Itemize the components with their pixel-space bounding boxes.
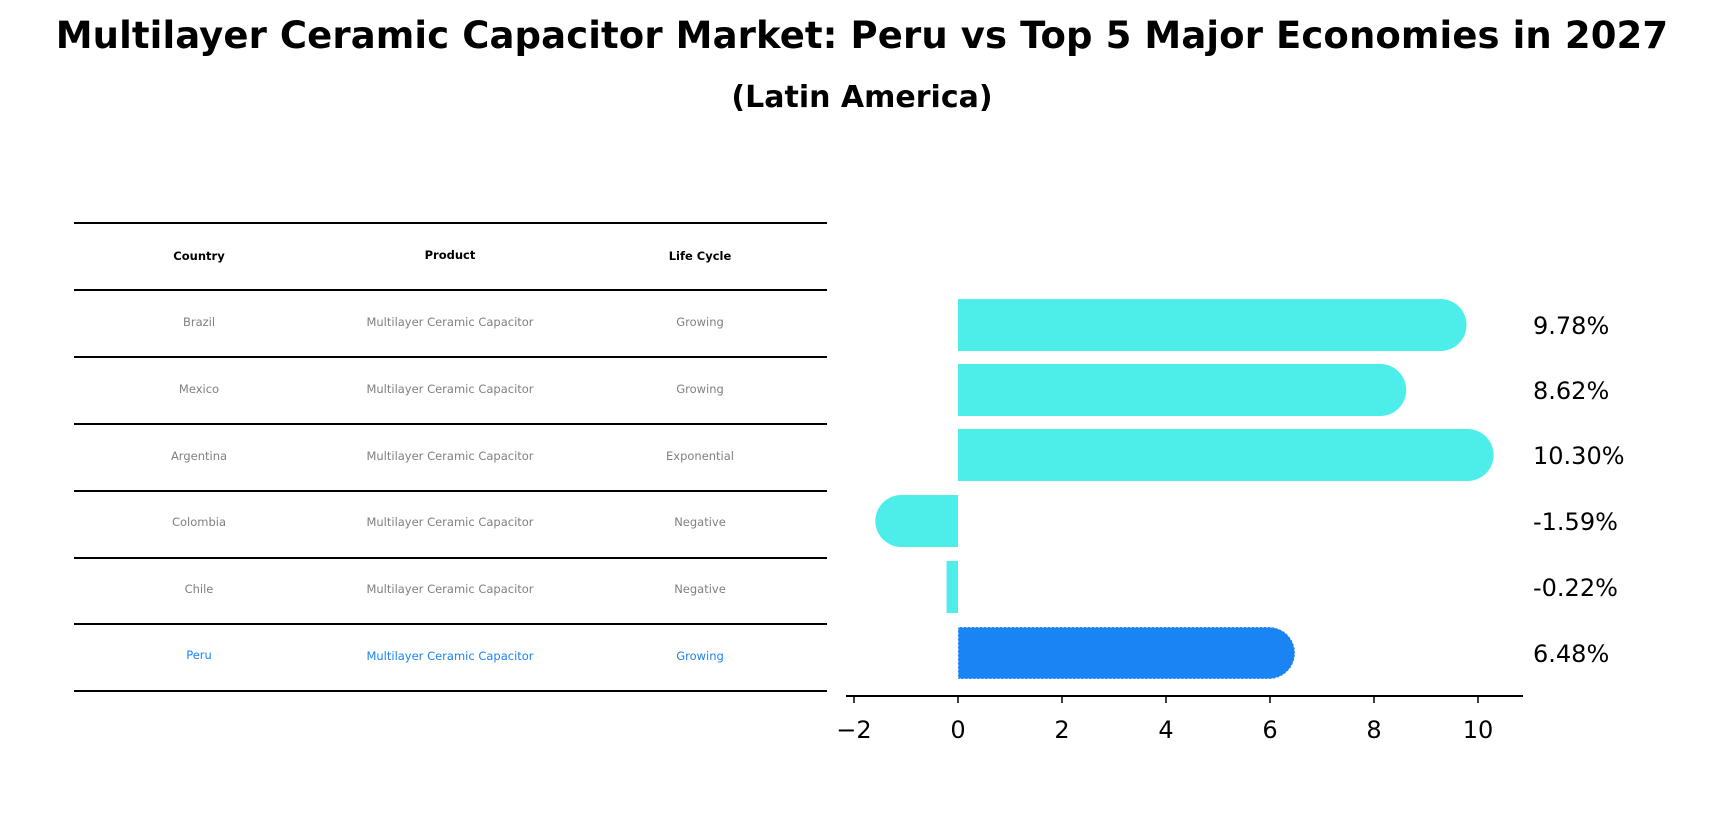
row-country: Chile	[184, 582, 214, 596]
value-label: -0.22%	[1533, 574, 1618, 602]
x-tick-label: 6	[1262, 716, 1277, 744]
row-life-cycle: Growing	[676, 382, 724, 396]
value-label: 9.78%	[1533, 312, 1609, 340]
table-bottom-rule	[74, 690, 827, 692]
table-row-rule	[74, 623, 827, 625]
header-country: Country	[173, 249, 225, 263]
row-life-cycle: Exponential	[665, 449, 735, 463]
row-country: Argentina	[170, 449, 228, 463]
bar	[946, 561, 958, 613]
value-label: 10.30%	[1533, 442, 1625, 470]
value-label: -1.59%	[1533, 508, 1618, 536]
table-top-rule	[74, 222, 827, 224]
bar-group	[875, 299, 1494, 680]
row-country-highlight: Peru	[186, 648, 212, 662]
bar	[958, 364, 1407, 416]
value-label-group: 9.78% 8.62% 10.30% -1.59% -0.22% 6.48%	[1533, 312, 1625, 668]
row-product: Multilayer Ceramic Capacitor	[366, 315, 534, 329]
row-life-cycle: Growing	[676, 315, 724, 329]
x-tick-label: 0	[950, 716, 965, 744]
row-product-highlight: Multilayer Ceramic Capacitor	[366, 649, 534, 663]
row-life-cycle-highlight: Growing	[676, 649, 724, 663]
value-label: 8.62%	[1533, 377, 1609, 405]
bar-highlight	[957, 626, 1296, 680]
row-life-cycle: Negative	[674, 515, 726, 529]
table-row-rule	[74, 490, 827, 492]
row-product: Multilayer Ceramic Capacitor	[366, 515, 534, 529]
row-product: Multilayer Ceramic Capacitor	[366, 382, 534, 396]
row-product: Multilayer Ceramic Capacitor	[366, 582, 534, 596]
row-life-cycle: Negative	[674, 582, 726, 596]
table-row-rule	[74, 356, 827, 358]
x-tick-label: −2	[836, 716, 871, 744]
row-product: Multilayer Ceramic Capacitor	[366, 449, 534, 463]
value-label: 6.48%	[1533, 640, 1609, 668]
row-country: Colombia	[171, 515, 227, 529]
chart-subtitle: (Latin America)	[731, 80, 993, 115]
x-tick-label: 8	[1366, 716, 1381, 744]
bar	[958, 299, 1467, 351]
x-tick-label: 10	[1463, 716, 1494, 744]
x-tick-label: 2	[1054, 716, 1069, 744]
row-country: Brazil	[182, 315, 216, 329]
bar	[875, 495, 958, 547]
table-row-rule	[74, 423, 827, 425]
header-product: Product	[424, 248, 476, 262]
x-axis-ticks: −2 0 2 4 6 8 10	[836, 696, 1493, 744]
table-row-rule	[74, 557, 827, 559]
x-tick-label: 4	[1158, 716, 1173, 744]
table-header-rule	[74, 289, 827, 291]
chart-title: Multilayer Ceramic Capacitor Market: Per…	[55, 14, 1669, 57]
row-country: Mexico	[178, 382, 220, 396]
header-life-cycle: Life Cycle	[668, 249, 732, 263]
bar	[958, 429, 1494, 481]
